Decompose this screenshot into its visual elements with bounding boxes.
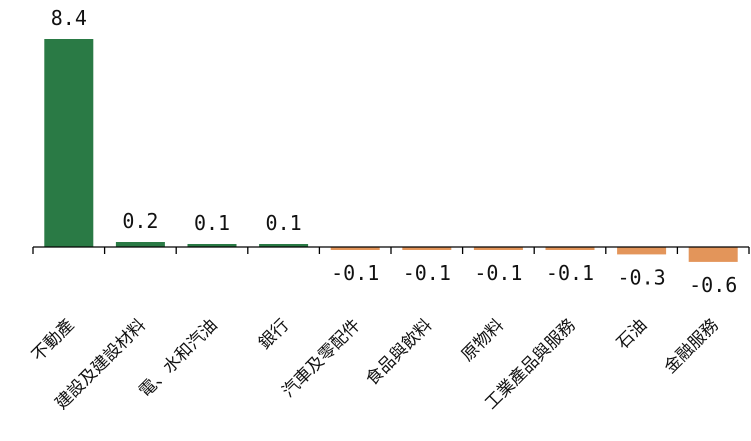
bar: [330, 247, 380, 250]
category-label: 石油: [613, 315, 651, 353]
category-label: 原物料: [458, 315, 508, 365]
value-labels-group: 8.4 0.2 0.1 0.1 -0.1 -0.1 -0.1 -0.1 -0.3 -0.6: [51, 6, 738, 297]
category-label: 食品與飲料: [362, 315, 436, 389]
value-label: -0.1: [403, 261, 451, 285]
value-label: -0.1: [546, 261, 594, 285]
value-label: -0.6: [689, 273, 737, 297]
bar: [688, 247, 738, 262]
value-label: -0.3: [618, 265, 666, 289]
value-label: 0.1: [194, 211, 230, 235]
bar: [44, 39, 94, 247]
value-label: 0.1: [266, 211, 302, 235]
bar: [617, 247, 667, 255]
value-label: 0.2: [122, 209, 158, 233]
bar: [473, 247, 523, 250]
category-label: 銀行: [255, 315, 293, 353]
value-label: 8.4: [51, 6, 87, 30]
category-label: 不動產: [28, 315, 78, 365]
bar: [187, 244, 237, 247]
x-axis: [32, 246, 750, 254]
bars-group: [44, 39, 738, 262]
value-label: -0.1: [474, 261, 522, 285]
bar: [259, 244, 309, 247]
bar: [545, 247, 595, 250]
bar: [402, 247, 452, 250]
bar: [115, 242, 165, 247]
category-labels-group: 不動產建設及建設材料電、水和汽油 銀行汽車及零配件食品與飲料 原物料工業產品與服務石…: [28, 315, 723, 413]
value-label: -0.1: [331, 261, 379, 285]
category-label: 金融服務: [661, 315, 723, 377]
